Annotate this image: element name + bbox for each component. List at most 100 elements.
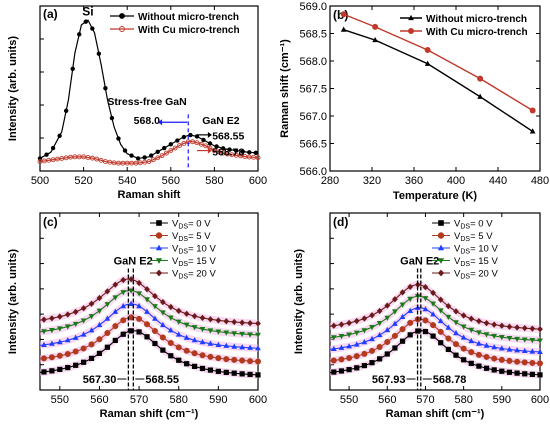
data-point	[452, 341, 459, 348]
data-point	[88, 355, 95, 361]
data-point	[521, 347, 528, 354]
data-point	[491, 344, 498, 350]
data-point	[445, 314, 452, 321]
data-point	[70, 66, 75, 72]
data-point	[155, 232, 163, 239]
data-point	[392, 296, 398, 303]
data-point	[83, 19, 88, 24]
data-point	[453, 308, 459, 315]
data-point	[445, 302, 452, 310]
stress-free-label: Stress-free GaN	[107, 96, 186, 108]
data-point	[247, 344, 253, 350]
data-point	[167, 327, 174, 333]
legend-value: = 20 V	[470, 269, 498, 280]
data-point	[422, 296, 429, 302]
legend-value: = 10 V	[188, 244, 216, 255]
legend-v: V	[454, 256, 461, 267]
data-point	[483, 319, 490, 327]
data-point	[176, 357, 182, 363]
data-point	[361, 350, 368, 357]
data-point	[150, 157, 156, 163]
data-point	[152, 292, 158, 300]
data-point	[112, 323, 119, 330]
data-point	[361, 338, 368, 345]
data-point	[211, 148, 217, 154]
data-point	[399, 289, 406, 296]
data-point	[353, 330, 360, 336]
data-point	[96, 336, 103, 343]
data-point	[184, 361, 190, 367]
data-point	[240, 149, 245, 154]
legend-value: = 5 V	[470, 231, 493, 242]
data-point	[41, 316, 47, 323]
legend-subscript: DS	[178, 224, 188, 231]
data-point	[376, 331, 383, 338]
data-point	[120, 290, 127, 296]
data-point	[77, 32, 82, 37]
data-point	[98, 157, 104, 163]
x-tick-label: 280	[321, 175, 339, 187]
data-point	[330, 357, 337, 364]
data-point	[353, 341, 360, 347]
data-point	[476, 318, 482, 325]
data-point	[340, 26, 347, 32]
data-point	[498, 322, 505, 329]
data-point	[159, 334, 166, 341]
data-point	[65, 365, 71, 371]
panel-c: 550 560 570 580 590 600 (c) Raman shift (cm⁻¹) I…	[7, 212, 267, 420]
x-tick-label: 440	[489, 175, 507, 187]
x-tick-label: 560	[90, 394, 108, 406]
legend: Without micro-trench With Cu micro-trench	[110, 12, 240, 36]
data-point	[64, 311, 71, 318]
data-point	[424, 47, 431, 54]
data-point	[231, 318, 238, 326]
data-point	[437, 317, 444, 324]
legend-subscript: DS	[460, 224, 470, 231]
data-point	[407, 296, 414, 302]
data-point	[376, 307, 383, 315]
data-point	[407, 307, 414, 313]
x-tick-label: 560	[378, 394, 396, 406]
legend-label: VDS= 20 V	[172, 269, 216, 281]
data-point	[476, 340, 482, 346]
data-point	[506, 336, 513, 342]
legend-v: V	[454, 269, 461, 280]
peak-with-arrowhead	[207, 147, 212, 154]
legend-label: Without micro-trench	[426, 14, 527, 25]
series-band	[40, 286, 258, 339]
y-axis-label: Raman shift (cm⁻¹)	[279, 39, 291, 138]
data-point	[215, 368, 221, 374]
data-point	[199, 339, 206, 345]
data-point	[199, 314, 206, 321]
data-point	[104, 315, 111, 321]
data-point	[49, 315, 55, 322]
data-point	[207, 141, 213, 146]
data-point	[199, 326, 206, 333]
data-point	[223, 318, 230, 325]
data-point	[384, 315, 391, 321]
data-point	[183, 310, 190, 317]
data-point	[207, 316, 214, 323]
data-point	[152, 315, 158, 321]
x-tick-label: 600	[249, 175, 267, 187]
legend-subscript: DS	[178, 236, 188, 243]
data-point	[338, 334, 345, 340]
data-point	[247, 150, 252, 155]
x-tick-label: 400	[447, 175, 465, 187]
data-point	[338, 344, 345, 350]
data-point	[231, 343, 238, 349]
data-point	[338, 356, 345, 363]
data-point	[160, 347, 166, 353]
data-point	[104, 344, 110, 350]
legend-label: VDS= 0 V	[172, 219, 211, 231]
data-point	[239, 344, 246, 350]
panel-label: (a)	[43, 7, 58, 21]
data-point	[168, 148, 174, 154]
series-band	[330, 280, 540, 333]
data-point	[521, 337, 528, 343]
data-point	[399, 302, 406, 308]
data-point	[372, 23, 379, 30]
data-point	[506, 323, 513, 330]
data-point	[361, 362, 367, 369]
plot-frame	[39, 212, 259, 391]
